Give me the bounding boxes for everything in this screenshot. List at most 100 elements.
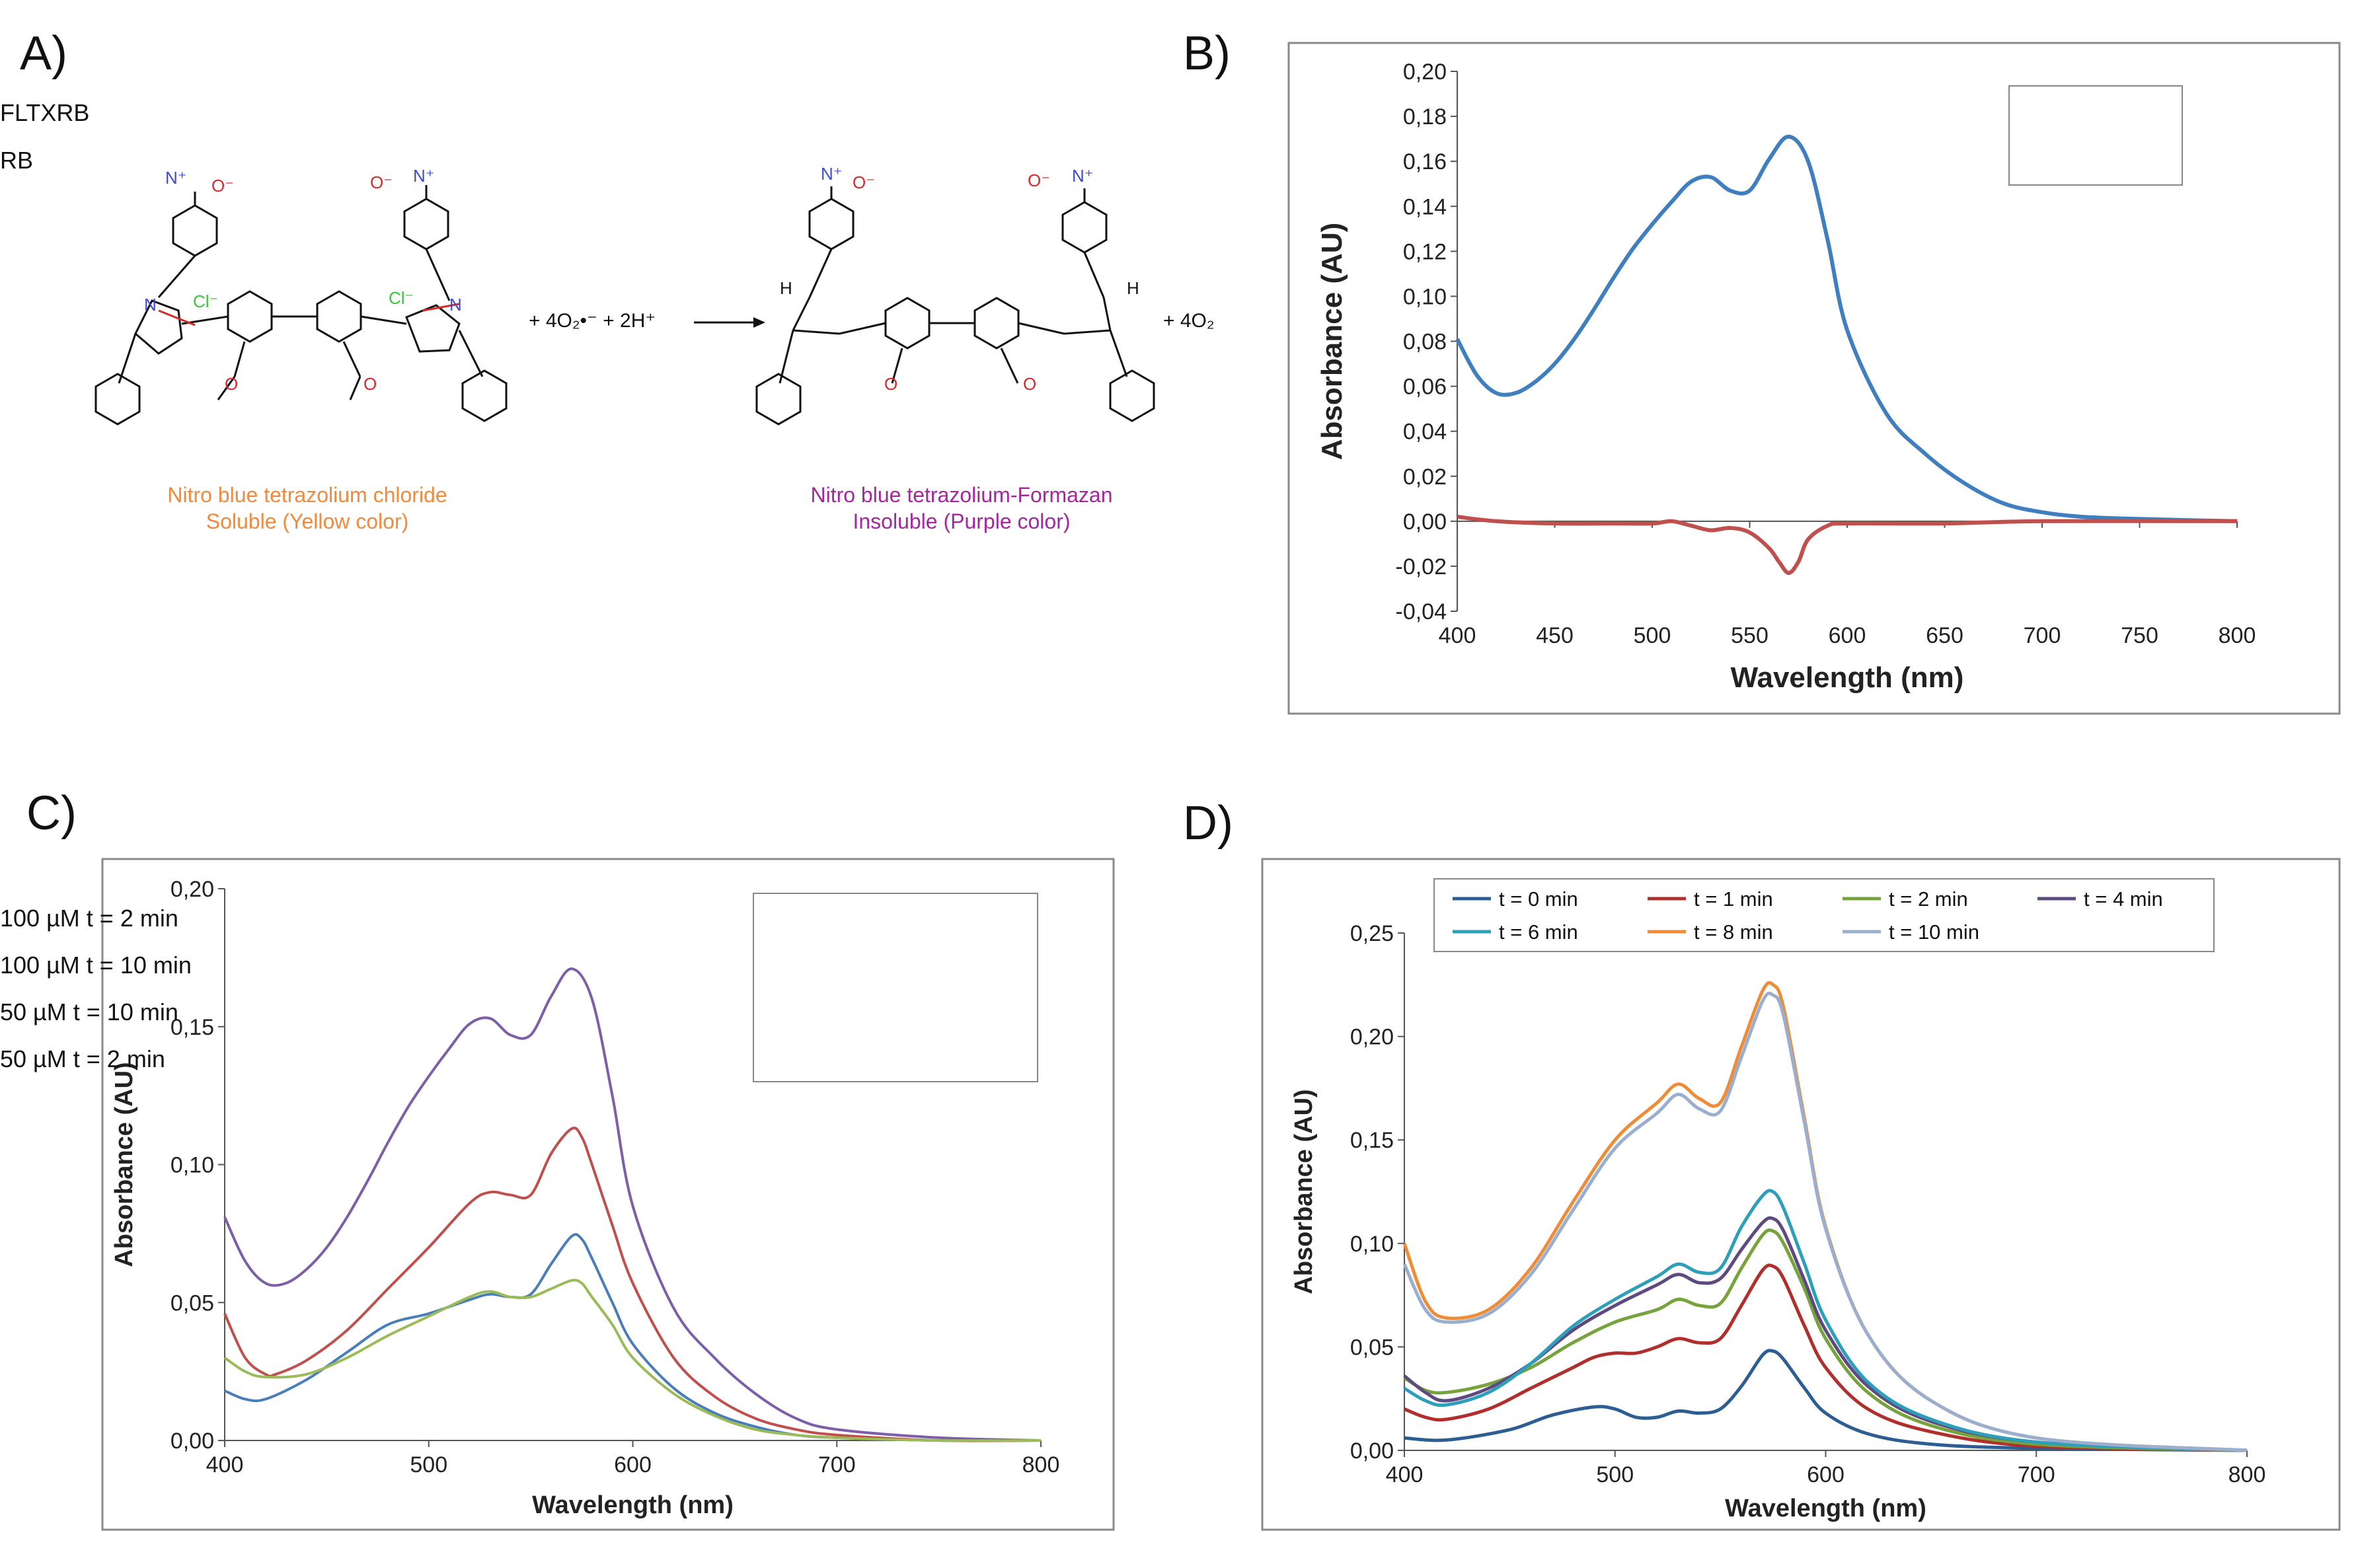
chart-b-xtick-label: 750 — [2121, 623, 2158, 648]
panel-label-b: B) — [1183, 27, 1231, 80]
chart-c-xtick-label: 600 — [614, 1452, 652, 1477]
chart-c-x-title: Wavelength (nm) — [532, 1491, 734, 1519]
atom-o-methoxy-p-right: O — [1023, 374, 1036, 394]
atom-nitro-right: N⁺ — [413, 166, 435, 186]
reactant-note: Soluble (Yellow color) — [206, 509, 409, 533]
chart-d-ytick-label: 0,15 — [1350, 1128, 1394, 1153]
atom-h-right: H — [1127, 278, 1139, 298]
chart-b-xtick-label: 500 — [1634, 623, 1671, 648]
chart-c-series-3 — [223, 1279, 1042, 1442]
chart-b-xtick-label: 600 — [1829, 623, 1866, 648]
atom-cl-left: Cl⁻ — [193, 291, 218, 311]
chart-d-series-0 — [1404, 1349, 2248, 1452]
atom-nitro-left: N⁺ — [165, 168, 187, 188]
chart-c-xtick-label: 400 — [206, 1452, 244, 1477]
chart-d-x-title: Wavelength (nm) — [1725, 1495, 1926, 1522]
atom-cl-right: Cl⁻ — [389, 288, 414, 308]
chart-b: -0,04 -0,02 0,00 0,02 0,04 0,06 0,08 0,10 0,12 0,… — [0, 59, 2256, 694]
chart-b-legend-label: RB — [0, 147, 33, 174]
chart-b-xtick-label: 650 — [1926, 623, 1963, 648]
chart-b-ytick-label: 0,16 — [1403, 149, 1447, 174]
chart-b-xtick-label: 700 — [2024, 623, 2061, 648]
chart-c-ytick-label: 0,05 — [171, 1290, 214, 1316]
chart-b-ytick-label: 0,18 — [1403, 104, 1447, 130]
chart-b-ytick-label: 0,02 — [1403, 465, 1447, 490]
chart-c: 0,00 0,05 0,10 0,15 0,20 400 500 600 700 800 Wavel… — [0, 877, 1059, 1519]
chart-c-ytick-label: 0,20 — [171, 877, 214, 902]
chart-d-ytick-label: 0,00 — [1350, 1438, 1394, 1464]
chart-d-legend-label: t = 0 min — [1499, 887, 1578, 911]
reactant-name: Nitro blue tetrazolium chloride — [167, 483, 447, 507]
chart-b-series-1 — [1457, 515, 2238, 576]
product-name: Nitro blue tetrazolium-Formazan — [810, 483, 1112, 507]
chart-c-legend-label: 50 µM t = 2 min — [0, 1045, 165, 1072]
chart-d-ytick-label: 0,25 — [1350, 921, 1394, 946]
chart-c-ytick-label: 0,15 — [171, 1015, 214, 1040]
chart-d-xtick-label: 400 — [1386, 1462, 1424, 1487]
byproduct-text: + 4O₂ — [1163, 310, 1215, 332]
atom-h-left: H — [780, 278, 792, 298]
panel-label-d: D) — [1183, 797, 1233, 850]
chart-c-ytick-label: 0,00 — [171, 1429, 214, 1454]
chart-d-xtick-label: 700 — [2018, 1462, 2055, 1487]
chart-d: 0,00 0,05 0,10 0,15 0,20 0,25 400 500 600 700 800 W… — [1290, 878, 2266, 1522]
atom-o-p-left: O⁻ — [853, 172, 875, 192]
chart-b-ytick-label: 0,12 — [1403, 239, 1447, 264]
chart-d-legend — [1433, 878, 2215, 952]
chart-c-xtick-label: 700 — [818, 1452, 856, 1477]
chart-d-xtick-label: 600 — [1807, 1462, 1845, 1487]
chart-d-ytick-label: 0,10 — [1350, 1232, 1394, 1257]
chart-d-legend-label: t = 4 min — [2084, 887, 2163, 911]
atom-nitro-p-left: N⁺ — [821, 164, 843, 184]
atom-o-methoxy-p-left: O — [884, 374, 897, 394]
chart-b-ytick-label: -0,04 — [1396, 599, 1447, 624]
chart-b-xtick-label: 550 — [1731, 623, 1768, 648]
atom-n-right: N — [449, 295, 462, 315]
panel-label-a: A) — [20, 27, 67, 80]
chart-b-ytick-label: 0,08 — [1403, 330, 1447, 355]
chart-c-series-2 — [223, 967, 1042, 1442]
reactant-structure: N⁺ O⁻ N⁺ O⁻ Cl⁻ Cl⁻ N N O O — [95, 166, 508, 426]
chart-c-xtick-label: 800 — [1022, 1452, 1060, 1477]
chart-d-legend-label: t = 8 min — [1694, 920, 1773, 944]
chart-b-ytick-label: 0,04 — [1403, 420, 1447, 445]
chart-c-y-title: Absorbance (AU) — [110, 1062, 138, 1267]
chart-d-ytick-label: 0,05 — [1350, 1335, 1394, 1360]
chart-d-xtick-label: 500 — [1596, 1462, 1634, 1487]
chart-c-series-1 — [223, 1127, 1042, 1442]
chart-b-xtick-label: 450 — [1536, 623, 1574, 648]
reaction-arrowhead — [753, 317, 765, 328]
chart-c-legend-label: 50 µM t = 10 min — [0, 998, 178, 1026]
chart-d-legend-label: t = 1 min — [1694, 887, 1773, 911]
chart-b-legend-label: FLTXRB — [0, 99, 89, 126]
chart-b-xtick-label: 800 — [2219, 623, 2256, 648]
chart-d-series-1 — [1404, 1263, 2248, 1452]
chart-c-xtick-label: 500 — [410, 1452, 447, 1477]
chart-b-legend — [2008, 85, 2183, 186]
chart-b-ytick-label: -0,02 — [1396, 554, 1447, 579]
chart-b-x-title: Wavelength (nm) — [1731, 661, 1964, 694]
atom-o-p-right: O⁻ — [1028, 170, 1050, 190]
product-note: Insoluble (Purple color) — [853, 509, 1070, 533]
chart-d-frame — [1261, 858, 2341, 1531]
chart-d-legend-label: t = 6 min — [1499, 920, 1578, 944]
atom-o-methoxy-left: O — [225, 374, 238, 394]
chart-d-xtick-label: 800 — [2228, 1462, 2266, 1487]
reagents-text: + 4O₂•⁻ + 2H⁺ — [529, 310, 656, 332]
panel-label-c: C) — [26, 787, 77, 840]
atom-n-left: N — [144, 295, 157, 315]
atom-o-methoxy-right: O — [363, 374, 377, 394]
chart-d-legend-label: t = 10 min — [1889, 920, 1979, 944]
chart-b-y-title: Absorbance (AU) — [1316, 223, 1348, 460]
chart-d-series-6 — [1402, 991, 2248, 1452]
chart-d-legend-label: t = 2 min — [1889, 887, 1968, 911]
chart-b-ytick-label: 0,10 — [1403, 284, 1447, 309]
atom-o-right: O⁻ — [370, 172, 393, 192]
chart-c-ytick-label: 0,10 — [171, 1153, 214, 1178]
product-structure: H H N⁺ O⁻ N⁺ O⁻ O O — [755, 164, 1155, 426]
chart-c-legend-label: 100 µM t = 2 min — [0, 905, 178, 932]
chart-b-series-0 — [1455, 134, 2238, 523]
chart-b-ytick-label: 0,06 — [1403, 375, 1447, 400]
reaction-scheme: N⁺ O⁻ N⁺ O⁻ Cl⁻ Cl⁻ N N O O Nitro blue t… — [95, 164, 1215, 533]
